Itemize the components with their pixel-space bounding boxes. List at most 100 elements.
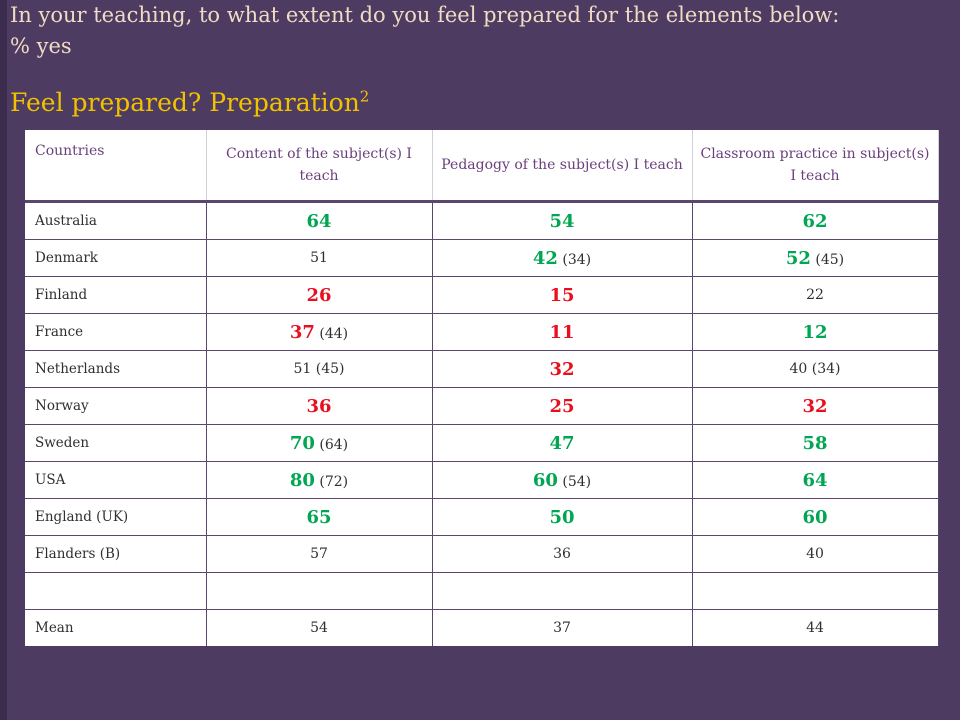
- pedagogy-value: 42: [532, 247, 558, 269]
- classroom-value: 12: [802, 321, 828, 343]
- content-cell: 70 (64): [206, 424, 433, 462]
- table-row: Finland 26 15 22: [25, 276, 939, 314]
- content-previous-value: (64): [319, 436, 349, 453]
- pedagogy-cell: 25: [432, 387, 693, 425]
- country-cell: Mean: [25, 609, 207, 646]
- classroom-value: 40: [806, 546, 824, 562]
- slide-heading: Feel prepared? Preparation2: [10, 86, 369, 120]
- content-cell: 51: [206, 239, 433, 277]
- content-cell: 36: [206, 387, 433, 425]
- subtitle-line-2: % yes: [10, 34, 72, 58]
- content-value: 51 (45): [293, 361, 345, 377]
- table-row: Netherlands 51 (45) 32 40 (34): [25, 350, 939, 388]
- country-cell: Flanders (B): [25, 535, 207, 573]
- pedagogy-cell: 11: [432, 313, 693, 351]
- country-cell: Finland: [25, 276, 207, 314]
- content-value: 26: [306, 284, 332, 306]
- content-cell: 26: [206, 276, 433, 314]
- pedagogy-cell: 37: [432, 609, 693, 646]
- heading-text: Feel prepared? Preparation: [10, 88, 360, 117]
- classroom-cell: 58: [692, 424, 939, 462]
- table-row: France 37 (44) 11 12: [25, 313, 939, 351]
- table-body: Australia 64 54 62 Denmark 51 42 (34) 52 (45) Fi…: [25, 201, 939, 646]
- country-cell: Denmark: [25, 239, 207, 277]
- content-value: 37: [289, 321, 315, 343]
- content-previous-value: (44): [319, 325, 349, 342]
- content-cell: 37 (44): [206, 313, 433, 351]
- pedagogy-value: 11: [549, 321, 575, 343]
- content-cell: 54: [206, 609, 433, 646]
- content-cell: 51 (45): [206, 350, 433, 388]
- content-cell: 80 (72): [206, 461, 433, 499]
- country-cell: Netherlands: [25, 350, 207, 388]
- classroom-cell: 64: [692, 461, 939, 499]
- heading-superscript: 2: [359, 87, 370, 106]
- content-value: 70: [289, 432, 315, 454]
- country-cell: England (UK): [25, 498, 207, 536]
- header-classroom: Classroom practice in subject(s) I teach: [692, 130, 939, 203]
- classroom-cell: 22: [692, 276, 939, 314]
- country-cell: Norway: [25, 387, 207, 425]
- content-cell: [206, 572, 433, 610]
- table-row: England (UK) 65 50 60: [25, 498, 939, 536]
- classroom-value: 58: [802, 432, 828, 454]
- classroom-cell: 40: [692, 535, 939, 573]
- country-cell: France: [25, 313, 207, 351]
- content-cell: 57: [206, 535, 433, 573]
- content-value: 54: [310, 620, 328, 636]
- classroom-cell: [692, 572, 939, 610]
- pedagogy-previous-value: (34): [562, 251, 592, 268]
- classroom-cell: 52 (45): [692, 239, 939, 277]
- classroom-cell: 44: [692, 609, 939, 646]
- pedagogy-value: 15: [549, 284, 575, 306]
- pedagogy-cell: 50: [432, 498, 693, 536]
- pedagogy-value: 60: [532, 469, 558, 491]
- header-pedagogy: Pedagogy of the subject(s) I teach: [432, 130, 693, 203]
- classroom-value: 60: [802, 506, 828, 528]
- classroom-previous-value: (45): [815, 251, 845, 268]
- pedagogy-cell: 42 (34): [432, 239, 693, 277]
- header-content: Content of the subject(s) I teach: [206, 130, 433, 203]
- slide-left-accent-bar: [0, 0, 7, 720]
- table-row: Flanders (B) 57 36 40: [25, 535, 939, 573]
- content-cell: 65: [206, 498, 433, 536]
- pedagogy-cell: 60 (54): [432, 461, 693, 499]
- classroom-value: 32: [802, 395, 828, 417]
- classroom-value: 44: [806, 620, 824, 636]
- classroom-cell: 40 (34): [692, 350, 939, 388]
- slide-subtitle: In your teaching, to what extent do you …: [10, 0, 839, 62]
- pedagogy-value: 47: [549, 432, 575, 454]
- pedagogy-cell: 47: [432, 424, 693, 462]
- pedagogy-cell: 36: [432, 535, 693, 573]
- content-value: 57: [310, 546, 328, 562]
- country-cell: Australia: [25, 201, 207, 240]
- content-value: 80: [289, 469, 315, 491]
- pedagogy-cell: [432, 572, 693, 610]
- table-row: USA 80 (72) 60 (54) 64: [25, 461, 939, 499]
- pedagogy-value: 50: [549, 506, 575, 528]
- table-row: Mean 54 37 44: [25, 609, 939, 646]
- country-cell: [25, 572, 207, 610]
- classroom-cell: 12: [692, 313, 939, 351]
- table-row: Sweden 70 (64) 47 58: [25, 424, 939, 462]
- pedagogy-cell: 15: [432, 276, 693, 314]
- table-row: Norway 36 25 32: [25, 387, 939, 425]
- pedagogy-cell: 32: [432, 350, 693, 388]
- pedagogy-value: 36: [553, 546, 571, 562]
- pedagogy-value: 25: [549, 395, 575, 417]
- classroom-cell: 62: [692, 201, 939, 240]
- table-row: [25, 572, 939, 610]
- classroom-value: 22: [806, 287, 824, 303]
- header-countries: Countries: [25, 130, 207, 203]
- subtitle-line-1: In your teaching, to what extent do you …: [10, 3, 840, 27]
- table-row: Australia 64 54 62: [25, 201, 939, 240]
- pedagogy-value: 37: [553, 620, 571, 636]
- classroom-value: 40 (34): [789, 361, 841, 377]
- classroom-cell: 32: [692, 387, 939, 425]
- content-value: 36: [306, 395, 332, 417]
- pedagogy-previous-value: (54): [562, 473, 592, 490]
- pedagogy-value: 54: [549, 210, 575, 232]
- classroom-value: 64: [802, 469, 828, 491]
- classroom-value: 62: [802, 210, 828, 232]
- table-row: Denmark 51 42 (34) 52 (45): [25, 239, 939, 277]
